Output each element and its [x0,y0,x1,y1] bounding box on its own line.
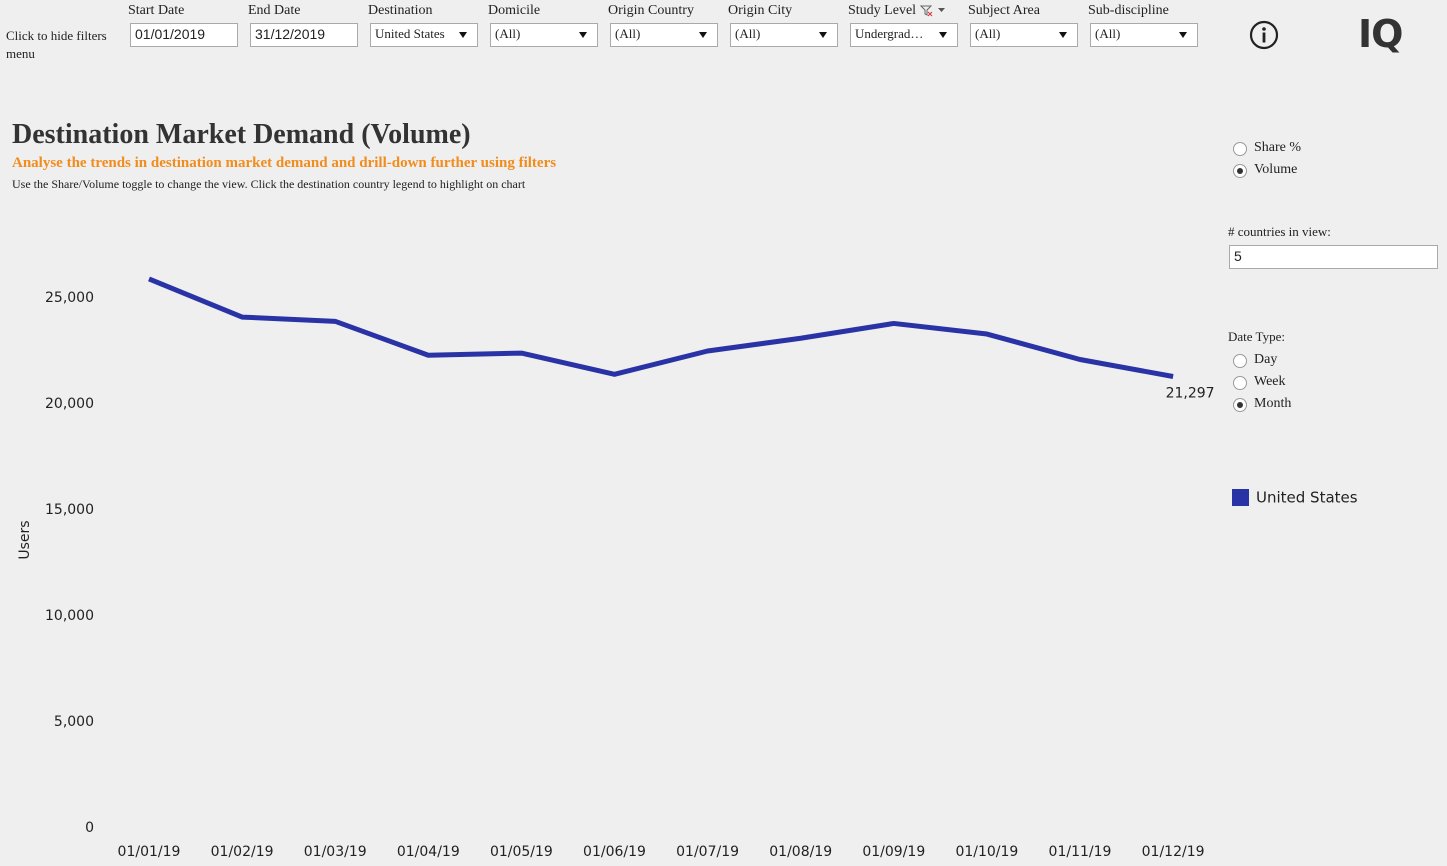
y-tick-label: 10,000 [45,608,94,624]
filter-label: Subject Area [968,3,1040,18]
filter-clear-icon[interactable] [919,5,946,20]
x-tick-label: 01/01/19 [118,844,181,860]
radio-button[interactable] [1233,376,1247,390]
filter-label: Origin Country [608,3,694,18]
radio-label[interactable]: Volume [1254,162,1298,177]
x-tick-label: 01/10/19 [955,844,1018,860]
legend-swatch[interactable] [1232,489,1249,506]
filter-label: Start Date [128,3,185,18]
x-tick-label: 01/06/19 [583,844,646,860]
info-icon[interactable] [1247,18,1281,52]
radio-label[interactable]: Day [1254,352,1278,367]
filter-input[interactable]: (All) [730,23,838,47]
legend-label[interactable]: United States [1256,489,1358,507]
filter-input[interactable]: 31/12/2019 [250,23,358,47]
filter-label: Sub-discipline [1088,3,1169,18]
filter-label: Origin City [728,3,793,18]
radio-label[interactable]: Month [1254,396,1292,411]
filter-input[interactable]: (All) [1090,23,1198,47]
filter-input[interactable]: (All) [490,23,598,47]
x-tick-label: 01/11/19 [1049,844,1112,860]
radio-label[interactable]: Week [1254,374,1286,389]
x-tick-label: 01/03/19 [304,844,367,860]
countries-label: # countries in view: [1228,224,1331,239]
date-type-label: Date Type: [1228,329,1285,344]
chart-note: Use the Share/Volume toggle to change th… [12,177,526,191]
filter-label: Domicile [488,3,541,18]
filter-label: Study Level [848,3,917,18]
filter-input[interactable]: Undergrad… [850,23,958,47]
filter-input[interactable]: (All) [970,23,1078,47]
x-tick-label: 01/05/19 [490,844,553,860]
x-tick-label: 01/07/19 [676,844,739,860]
y-tick-label: 5,000 [54,714,94,730]
y-tick-label: 25,000 [45,290,94,306]
filter-input[interactable]: 01/01/2019 [130,23,238,47]
filter-input[interactable]: United States [370,23,478,47]
x-tick-label: 01/08/19 [769,844,832,860]
x-tick-label: 01/12/19 [1142,844,1205,860]
chart-title: Destination Market Demand (Volume) [12,119,471,150]
y-tick-label: 15,000 [45,502,94,518]
logo: IQ [1358,12,1403,56]
x-tick-label: 01/02/19 [211,844,274,860]
radio-label[interactable]: Share % [1254,140,1302,155]
y-tick-label: 20,000 [45,396,94,412]
hide-filters[interactable]: Click to hide filters menu [6,28,107,61]
filter-label: Destination [368,3,433,18]
y-tick-label: 0 [85,820,94,836]
chart-subtitle: Analyse the trends in destination market… [12,155,557,171]
x-tick-label: 01/09/19 [862,844,925,860]
filter-input[interactable]: (All) [610,23,718,47]
filter-label: End Date [248,3,301,18]
radio-button[interactable] [1233,164,1247,178]
x-tick-label: 01/04/19 [397,844,460,860]
value-label: 21,297 [1166,386,1215,402]
countries-input[interactable]: 5 [1229,245,1438,269]
radio-button[interactable] [1233,398,1247,412]
line [148,276,1174,379]
radio-button[interactable] [1233,354,1247,368]
y-axis-label: Users [17,520,33,559]
radio-button[interactable] [1233,142,1247,156]
